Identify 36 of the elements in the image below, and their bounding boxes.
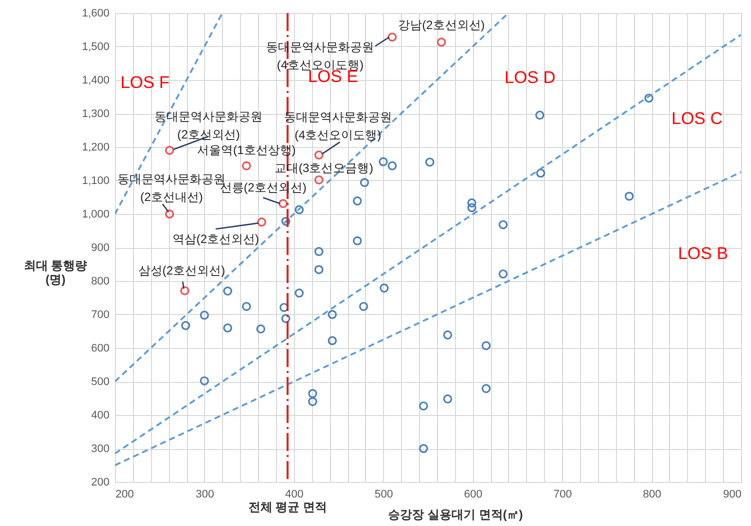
annotation: 동대문역사문화공원 (4호선오이도행) — [284, 110, 392, 142]
annotation: 강남(2호선외선) — [398, 18, 485, 32]
y-tick-label: 1,500 — [82, 41, 110, 53]
x-tick-label: 600 — [464, 488, 482, 500]
x-tick-label: 200 — [116, 488, 134, 500]
y-tick-label: 900 — [91, 242, 110, 254]
annotation: LOS F — [120, 73, 170, 92]
y-tick-label: 400 — [91, 410, 110, 422]
y-tick-label: 1,400 — [82, 74, 110, 86]
x-tick-label: 800 — [642, 488, 662, 500]
annotation: LOS B — [678, 244, 728, 263]
y-tick-label: 300 — [91, 443, 110, 455]
y-tick-label: 1,600 — [82, 8, 110, 20]
x-tick-label: 900 — [723, 488, 742, 500]
ref-line-label: 전체 평균 면적 — [248, 500, 327, 514]
x-tick-label: 500 — [374, 488, 393, 500]
annotation: LOS C — [671, 109, 723, 128]
y-tick-label: 200 — [91, 476, 110, 488]
y-tick-label: 700 — [91, 309, 110, 321]
x-tick-label: 400 — [285, 488, 304, 500]
annotation: 동대문역사문화공원 (2호선외선) — [154, 109, 263, 142]
y-tick-label: 500 — [91, 376, 110, 388]
y-axis-title: 최대 통행량 (명) — [24, 258, 88, 286]
y-tick-label: 1,200 — [82, 142, 110, 154]
y-tick-label: 1,000 — [82, 208, 110, 220]
x-axis-title: 승강장 실용대기 면적(㎡) — [388, 508, 523, 522]
y-tick-label: 1,100 — [82, 175, 110, 187]
y-tick-label: 600 — [91, 342, 110, 354]
annotation: 서울역(1호선상행) — [197, 142, 296, 157]
y-tick-label: 1,300 — [82, 108, 110, 120]
y-tick-label: 800 — [91, 276, 110, 288]
x-tick-label: 700 — [553, 488, 572, 500]
annotation: 삼성(2호선외선) — [138, 264, 226, 278]
annotation: 역삼(2호선외선) — [172, 232, 259, 246]
annotation: LOS D — [504, 68, 556, 87]
x-tick-label: 300 — [196, 488, 214, 500]
